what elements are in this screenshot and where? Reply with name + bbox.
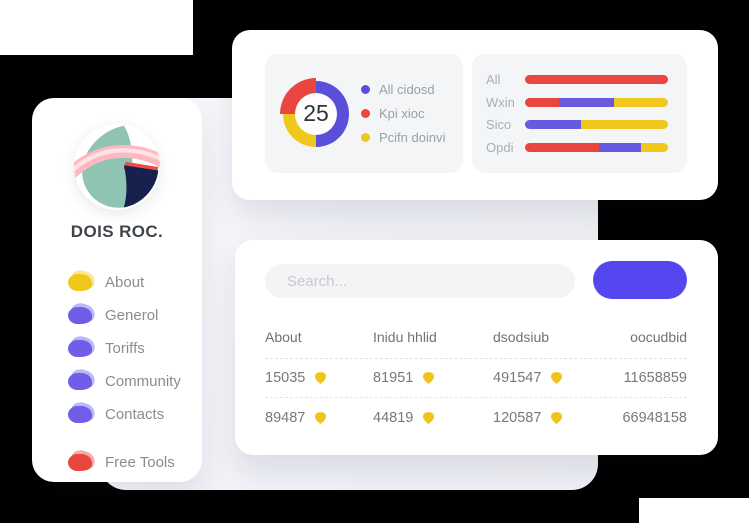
sidebar-item-label: Contacts: [105, 406, 165, 423]
legend-item: All cidosd: [361, 82, 445, 97]
sidebar-item-label: Community: [105, 373, 181, 390]
table-cell: 44819: [373, 410, 493, 426]
sidebar-item-free-tools[interactable]: Free Tools: [32, 446, 202, 479]
cell-value: 15035: [265, 370, 306, 386]
bar-segment: [525, 74, 668, 84]
table-row: 89487 44819 120587 66948158: [265, 398, 687, 437]
shield-badge-icon: [315, 372, 327, 384]
legend-dot-icon: [361, 85, 370, 94]
bg-shape-bottom-right: [639, 498, 749, 523]
cell-value: 44819: [373, 409, 414, 426]
sidebar-item-label: About: [105, 274, 145, 291]
bar-label: All: [486, 71, 501, 87]
sidebar-item-label: Generol: [105, 307, 159, 324]
shield-badge-icon: [315, 411, 327, 424]
cell-value: 491547: [493, 370, 542, 386]
cell-value: 120587: [493, 409, 542, 426]
sidebar-item-label: Free Tools: [105, 454, 175, 471]
bar-segment: [580, 120, 668, 130]
stats-card: 25 All cidosd Kpi xioc Pcifn doinvi All Wxi…: [232, 30, 718, 200]
bar-label: Opdi: [486, 140, 514, 156]
donut-center: 25: [295, 92, 337, 135]
bar-label: Wxin: [486, 94, 515, 110]
bar-segment: [599, 143, 641, 153]
legend-label: All cidosd: [379, 82, 435, 97]
legend-dot-icon: [361, 133, 370, 142]
bar-segment: [613, 97, 668, 107]
table-header-cell: oocudbid: [630, 329, 687, 345]
sidebar-item-generol[interactable]: Generol: [32, 299, 202, 332]
table-cell: 66948158: [615, 410, 687, 426]
table-cell: 491547: [493, 370, 615, 386]
bar-row-wxin: Wxin: [486, 95, 668, 110]
bar-segment: [525, 143, 600, 153]
table-header-cell: dsodsiub: [493, 329, 550, 345]
sidebar-item-contacts[interactable]: Contacts: [32, 398, 202, 431]
table-header-cell: Inidu hhlid: [373, 329, 437, 345]
table-card: About Inidu hhlid dsodsiub oocudbid 15035 81…: [235, 240, 718, 455]
donut-value: 25: [303, 100, 329, 126]
logo: [74, 124, 160, 210]
table-cell: 11658859: [615, 370, 687, 386]
bg-shape-top-left: [0, 0, 193, 55]
table-cell: 120587: [493, 410, 615, 426]
bar-row-sico: Sico: [486, 117, 668, 132]
shield-badge-icon: [551, 411, 563, 424]
donut-chart: 25: [280, 77, 352, 150]
brand-title: DOIS ROC.: [70, 222, 164, 241]
free-tools-blob-icon: [68, 448, 97, 471]
table-header-row: About Inidu hhlid dsodsiub oocudbid: [265, 329, 687, 359]
cell-value: 89487: [265, 409, 306, 426]
donut-legend: All cidosd Kpi xioc Pcifn doinvi: [361, 82, 445, 145]
table-row: 15035 81951 491547 11658859: [265, 359, 687, 398]
shield-badge-icon: [551, 372, 563, 384]
legend-dot-icon: [361, 109, 370, 118]
bar-track: [525, 97, 668, 107]
community-blob-icon: [68, 367, 97, 390]
about-blob-icon: [68, 268, 97, 291]
bar-segment: [525, 120, 581, 130]
bar-label: Sico: [486, 117, 512, 133]
shield-badge-icon: [423, 372, 435, 384]
legend-item: Pcifn doinvi: [361, 130, 445, 145]
table-cell: 15035: [265, 370, 373, 386]
bar-track: [525, 120, 668, 130]
cell-value: 66948158: [622, 409, 687, 426]
bar-segment: [559, 97, 614, 107]
legend-item: Kpi xioc: [361, 106, 445, 121]
bar-segment: [525, 97, 560, 107]
table-cell: 81951: [373, 370, 493, 386]
generol-blob-icon: [68, 301, 97, 324]
sidebar-item-about[interactable]: About: [32, 266, 202, 299]
toriffs-blob-icon: [68, 334, 97, 357]
cell-value: 81951: [373, 370, 414, 386]
bar-row-all: All: [486, 72, 668, 87]
contacts-blob-icon: [68, 400, 97, 423]
table-header-cell: About: [265, 329, 302, 345]
cell-value: 11658859: [623, 370, 687, 386]
sidebar-item-toriffs[interactable]: Toriffs: [32, 332, 202, 365]
data-table: About Inidu hhlid dsodsiub oocudbid 15035 81…: [265, 329, 687, 437]
sidebar-menu: About Generol Toriffs Community Contacts Free…: [32, 266, 202, 479]
sidebar-item-community[interactable]: Community: [32, 365, 202, 398]
bar-row-opdi: Opdi: [486, 140, 668, 155]
sidebar: DOIS ROC. About Generol Toriffs Community Co…: [32, 98, 202, 482]
bar-segment: [640, 143, 668, 153]
bar-track: [525, 74, 668, 84]
sidebar-item-label: Toriffs: [105, 340, 145, 357]
legend-label: Kpi xioc: [379, 106, 425, 121]
bars-panel: All Wxin Sico Opdi: [472, 54, 687, 173]
bar-track: [525, 143, 668, 153]
legend-label: Pcifn doinvi: [379, 130, 446, 145]
donut-panel: 25 All cidosd Kpi xioc Pcifn doinvi: [265, 54, 463, 173]
table-body: 15035 81951 491547 11658859 89487 44819 120587…: [265, 359, 687, 437]
table-cell: 89487: [265, 410, 373, 426]
primary-action-button[interactable]: [593, 261, 687, 299]
shield-badge-icon: [423, 411, 435, 424]
search-input[interactable]: [265, 264, 575, 298]
